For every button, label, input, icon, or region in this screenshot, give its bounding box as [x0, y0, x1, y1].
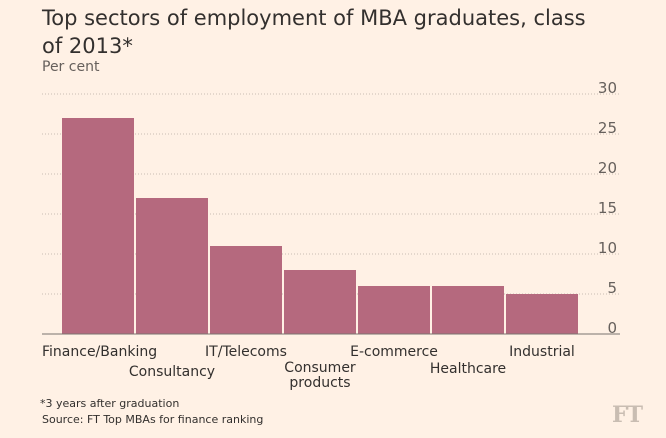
x-tick-label: E-commerce: [350, 344, 438, 360]
x-tick-label: IT/Telecoms: [205, 344, 287, 360]
bar: [210, 246, 282, 334]
y-tick-label: 25: [598, 119, 617, 137]
x-tick-label: Healthcare: [430, 361, 506, 377]
x-tick-label: Consumer: [284, 360, 356, 376]
chart-subtitle: Per cent: [42, 59, 100, 75]
bar: [506, 294, 578, 334]
bar: [284, 270, 356, 334]
x-tick-label: products: [289, 375, 350, 391]
y-tick-label: 15: [598, 199, 617, 217]
ft-logo: FT: [612, 402, 643, 428]
x-tick-label: Industrial: [509, 344, 575, 360]
footnote: *3 years after graduation: [40, 397, 180, 410]
y-tick-label: 10: [598, 239, 617, 257]
chart-title: Top sectors of employment of MBA graduat…: [42, 6, 586, 58]
x-tick-label: Finance/Banking: [42, 344, 157, 360]
source-note: Source: FT Top MBAs for finance ranking: [42, 413, 264, 426]
bar: [136, 198, 208, 334]
x-tick-label: Consultancy: [129, 364, 215, 380]
y-tick-label: 20: [598, 159, 617, 177]
bar: [432, 286, 504, 334]
y-tick-label: 0: [607, 319, 617, 337]
bar: [358, 286, 430, 334]
y-tick-label: 5: [607, 279, 617, 297]
bar: [62, 118, 134, 334]
y-tick-label: 30: [598, 79, 617, 97]
